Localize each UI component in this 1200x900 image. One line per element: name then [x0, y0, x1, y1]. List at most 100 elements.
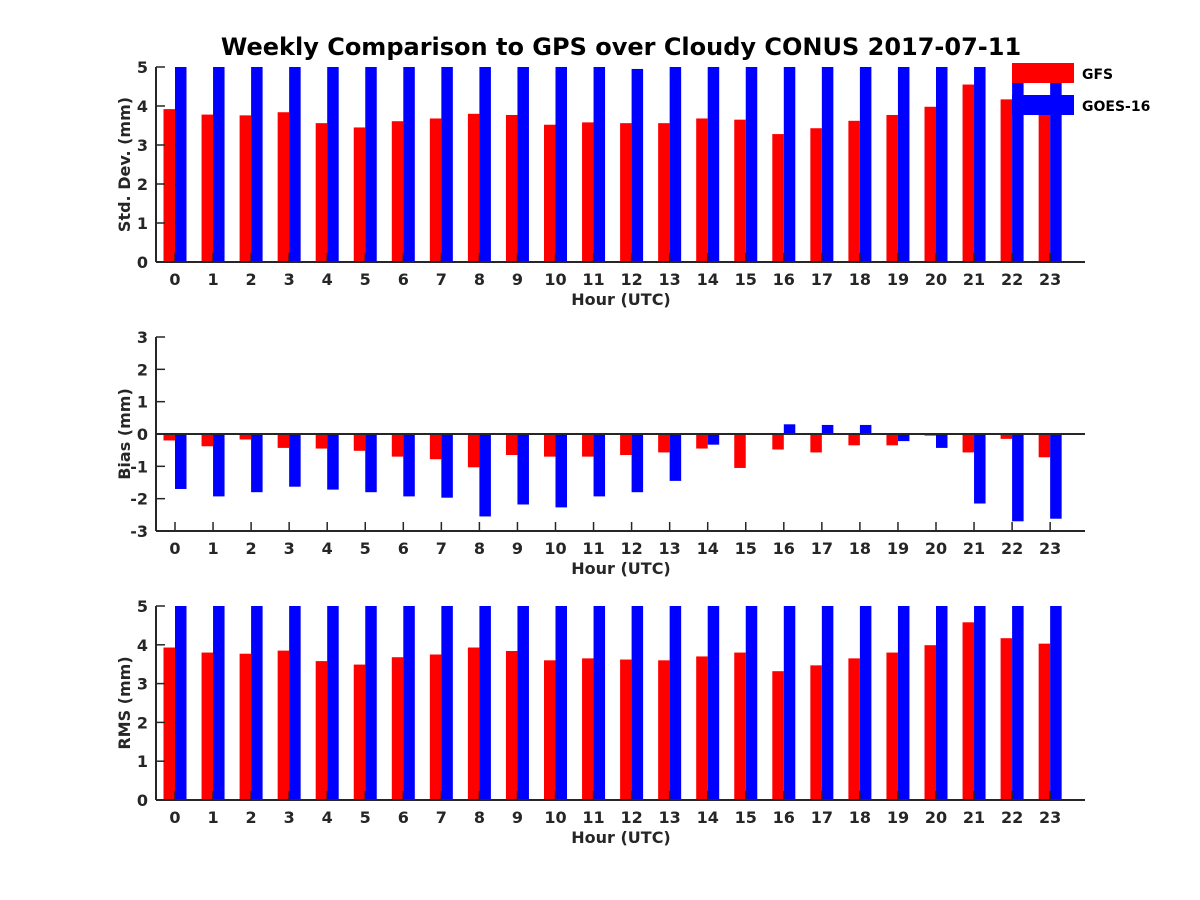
x-tick-label-std-dev-15: 15 — [735, 270, 757, 289]
x-tick-label-std-dev-19: 19 — [887, 270, 909, 289]
bar-bias-gfs-12 — [620, 434, 632, 456]
y-tick-label-rms-1: 1 — [137, 752, 148, 771]
bar-rms-gfs-18 — [848, 658, 860, 800]
bar-bias-gfs-14 — [696, 434, 708, 449]
x-tick-label-std-dev-21: 21 — [963, 270, 985, 289]
x-tick-label-std-dev-14: 14 — [697, 270, 719, 289]
bar-bias-goes16-3 — [289, 434, 301, 487]
bar-bias-gfs-2 — [239, 434, 252, 440]
y-tick-label-rms-0: 0 — [137, 791, 148, 810]
x-tick-label-rms-19: 19 — [887, 808, 909, 827]
bar-bias-gfs-1 — [201, 434, 214, 447]
x-tick-label-bias-8: 8 — [474, 539, 485, 558]
bar-rms-gfs-7 — [429, 654, 442, 800]
bar-rms-goes16-3 — [289, 606, 301, 800]
bar-std-dev-gfs-4 — [315, 123, 328, 262]
x-tick-label-rms-1: 1 — [207, 808, 218, 827]
bar-std-dev-goes16-6 — [403, 67, 415, 262]
bar-std-dev-gfs-10 — [544, 124, 556, 262]
bar-bias-gfs-6 — [391, 434, 404, 457]
bar-std-dev-goes16-19 — [897, 67, 910, 262]
x-tick-label-bias-14: 14 — [697, 539, 719, 558]
x-tick-label-bias-18: 18 — [849, 539, 871, 558]
bar-bias-gfs-10 — [544, 434, 556, 457]
bar-std-dev-gfs-7 — [429, 118, 442, 262]
bar-rms-gfs-2 — [239, 653, 252, 800]
bar-bias-gfs-0 — [163, 434, 175, 441]
bar-rms-goes16-7 — [441, 606, 453, 800]
bar-bias-gfs-22 — [1000, 434, 1013, 439]
bar-rms-goes16-2 — [251, 606, 263, 800]
bar-std-dev-gfs-23 — [1038, 110, 1051, 263]
bar-std-dev-goes16-14 — [707, 67, 720, 262]
bar-rms-gfs-16 — [772, 671, 784, 800]
bar-std-dev-goes16-13 — [669, 67, 682, 262]
y-tick-label-rms-2: 2 — [137, 713, 148, 732]
bar-bias-gfs-16 — [772, 434, 784, 450]
x-tick-label-bias-2: 2 — [246, 539, 257, 558]
bar-bias-goes16-13 — [669, 434, 682, 481]
bar-std-dev-goes16-21 — [974, 67, 986, 262]
y-tick-label-std-dev-0: 0 — [137, 253, 148, 272]
bar-std-dev-gfs-1 — [201, 114, 214, 262]
bar-bias-goes16-6 — [403, 434, 415, 497]
bar-rms-gfs-21 — [962, 622, 975, 800]
bar-std-dev-goes16-17 — [821, 67, 834, 262]
bar-bias-goes16-14 — [707, 434, 720, 445]
bar-bias-goes16-9 — [517, 434, 529, 505]
x-tick-label-std-dev-10: 10 — [544, 270, 566, 289]
bar-std-dev-goes16-23 — [1050, 67, 1062, 262]
x-tick-label-bias-6: 6 — [398, 539, 409, 558]
x-tick-label-bias-11: 11 — [582, 539, 604, 558]
bar-rms-goes16-17 — [821, 606, 834, 800]
bar-rms-gfs-9 — [505, 651, 518, 800]
x-tick-label-bias-15: 15 — [735, 539, 757, 558]
x-tick-label-rms-22: 22 — [1001, 808, 1023, 827]
x-tick-label-rms-10: 10 — [544, 808, 566, 827]
bar-std-dev-gfs-22 — [1000, 99, 1013, 263]
y-tick-label-rms-4: 4 — [137, 636, 148, 655]
x-tick-label-bias-17: 17 — [811, 539, 833, 558]
bar-bias-gfs-13 — [658, 434, 670, 453]
bar-std-dev-goes16-11 — [593, 67, 606, 262]
y-axis-label-bias: Bias (mm) — [115, 388, 134, 480]
x-tick-label-bias-4: 4 — [322, 539, 333, 558]
bar-std-dev-goes16-3 — [289, 67, 301, 262]
x-tick-label-rms-6: 6 — [398, 808, 409, 827]
x-tick-label-std-dev-12: 12 — [620, 270, 642, 289]
x-tick-label-std-dev-5: 5 — [360, 270, 371, 289]
bar-bias-goes16-17 — [821, 424, 834, 434]
bar-bias-goes16-5 — [365, 434, 377, 493]
bar-rms-goes16-20 — [936, 606, 948, 800]
bar-bias-goes16-23 — [1050, 434, 1062, 519]
x-tick-label-bias-9: 9 — [512, 539, 523, 558]
bar-std-dev-goes16-20 — [936, 67, 948, 262]
x-tick-label-rms-15: 15 — [735, 808, 757, 827]
bar-rms-gfs-6 — [391, 657, 404, 800]
bar-bias-goes16-0 — [175, 434, 187, 489]
bar-std-dev-gfs-8 — [467, 113, 480, 262]
bar-std-dev-gfs-0 — [163, 109, 175, 263]
bar-rms-gfs-3 — [277, 650, 290, 800]
x-tick-label-std-dev-1: 1 — [207, 270, 218, 289]
bar-bias-gfs-17 — [810, 434, 822, 453]
bar-rms-gfs-1 — [201, 652, 214, 800]
bar-rms-goes16-6 — [403, 606, 415, 800]
bar-std-dev-gfs-18 — [848, 120, 860, 262]
bar-bias-gfs-18 — [848, 434, 860, 446]
x-tick-label-std-dev-7: 7 — [436, 270, 447, 289]
bar-std-dev-gfs-20 — [924, 106, 936, 262]
bar-std-dev-goes16-9 — [517, 67, 529, 262]
bar-std-dev-goes16-18 — [859, 67, 872, 262]
y-tick-label-bias-3: 0 — [137, 425, 148, 444]
bar-std-dev-goes16-7 — [441, 67, 453, 262]
bar-bias-goes16-16 — [783, 424, 796, 434]
y-tick-label-bias-1: -2 — [130, 490, 148, 509]
bar-bias-gfs-23 — [1038, 434, 1051, 458]
bar-std-dev-gfs-19 — [886, 114, 898, 262]
x-tick-label-std-dev-2: 2 — [246, 270, 257, 289]
x-tick-label-std-dev-18: 18 — [849, 270, 871, 289]
y-tick-label-bias-5: 2 — [137, 360, 148, 379]
